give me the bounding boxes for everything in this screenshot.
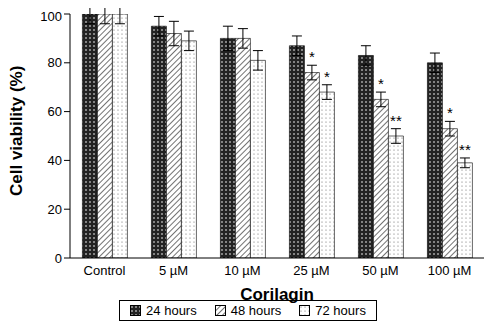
svg-text:0: 0 — [55, 251, 62, 266]
svg-text:10 µM: 10 µM — [224, 263, 260, 278]
svg-text:100: 100 — [40, 9, 62, 24]
html-text:72 hours: 72 hours — [315, 303, 366, 318]
svg-text:20: 20 — [48, 202, 62, 217]
svg-text:60: 60 — [48, 104, 62, 119]
svg-text:Control: Control — [84, 263, 126, 278]
svg-text:Cell viability (%): Cell viability (%) — [8, 66, 26, 196]
html-text:48 hours: 48 hours — [230, 303, 282, 318]
svg-text:5 µM: 5 µM — [159, 263, 188, 278]
svg-text:*: * — [447, 104, 453, 121]
svg-text:25 µM: 25 µM — [293, 263, 329, 278]
svg-text:*: * — [309, 48, 315, 65]
html-text:24 hours: 24 hours — [146, 303, 197, 318]
svg-text:Corilagin: Corilagin — [240, 285, 314, 304]
svg-text:**: ** — [459, 141, 471, 158]
svg-text:*: * — [324, 68, 330, 85]
svg-text:40: 40 — [48, 153, 62, 168]
svg-text:50 µM: 50 µM — [362, 263, 398, 278]
svg-text:80: 80 — [48, 55, 62, 70]
svg-text:**: ** — [390, 112, 402, 129]
svg-text:100 µM: 100 µM — [428, 263, 472, 278]
svg-text:*: * — [378, 75, 384, 92]
